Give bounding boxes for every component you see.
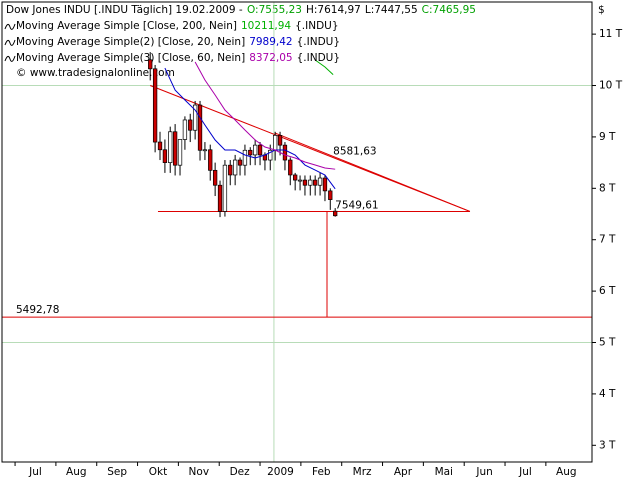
trendline <box>274 132 471 212</box>
currency: $ <box>598 4 605 16</box>
candle-body <box>202 149 208 152</box>
ma-line <box>194 61 336 170</box>
x-tick-label: Feb <box>312 466 331 478</box>
candle-body <box>188 119 193 131</box>
x-tick-label: Okt <box>149 466 167 478</box>
candle-body <box>273 135 278 151</box>
candle-body <box>248 149 253 156</box>
header-ohlc: C:7465,95 <box>422 4 476 16</box>
legend-instrument: {.INDU} <box>297 36 340 48</box>
header-title: Dow Jones INDU [.INDU Täglich] 19.02.200… <box>6 4 243 16</box>
candle-body <box>152 68 158 143</box>
candle-body <box>313 179 318 186</box>
legend-value: 8372,05 <box>249 52 292 64</box>
candle-body <box>192 104 198 131</box>
candle-body <box>172 131 178 166</box>
candle-body <box>277 135 283 146</box>
legend-name: Moving Average Simple(3) [Close, 60, Nei… <box>16 52 245 64</box>
candle-body <box>322 177 328 192</box>
candle-body <box>268 149 273 161</box>
candle-body <box>257 144 263 156</box>
ma-line <box>164 67 336 190</box>
candle-body <box>197 104 203 151</box>
header-ohlc: L:7447,55 <box>365 4 418 16</box>
candle-body <box>242 149 248 166</box>
candle-body <box>212 169 218 186</box>
ma-line <box>314 59 334 75</box>
legend-entry: Moving Average Simple [Close, 200, Nein]… <box>16 20 339 32</box>
legend-instrument: {.INDU} <box>295 20 338 32</box>
x-tick-label: Sep <box>107 466 127 478</box>
candle-body <box>302 179 308 186</box>
x-tick-label: Apr <box>394 466 413 478</box>
candle-body <box>162 149 168 163</box>
candle-body <box>182 119 188 140</box>
candle-body <box>168 131 173 163</box>
candle-body <box>317 177 323 186</box>
trendline-label: 8581,63 <box>333 145 376 157</box>
candle-body <box>148 59 153 70</box>
candle-body <box>217 184 223 212</box>
candle-body <box>237 159 243 166</box>
header-ohlc: H:7614,97 <box>306 4 361 16</box>
candle-body <box>308 179 313 186</box>
x-tick-label: Aug <box>556 466 577 478</box>
legend-entry: Moving Average Simple(2) [Close, 20, Nei… <box>16 36 340 48</box>
x-tick-label: 2009 <box>267 466 294 478</box>
y-tick-label: 10 T <box>599 80 623 92</box>
x-tick-label: Mrz <box>353 466 372 478</box>
candle-body <box>177 139 183 166</box>
candle-body <box>232 159 238 176</box>
candle-body <box>208 149 213 171</box>
candle-body <box>222 164 228 212</box>
legend-name: Moving Average Simple(2) [Close, 20, Nei… <box>16 36 245 48</box>
y-tick-label: 7 T <box>599 234 616 246</box>
y-tick-label: 11 T <box>599 28 623 40</box>
legend-instrument: {.INDU} <box>297 52 340 64</box>
header-ohlc: O:7555,23 <box>247 4 302 16</box>
candle-body <box>228 164 233 176</box>
y-tick-label: 5 T <box>599 337 616 349</box>
x-tick-label: Nov <box>189 466 210 478</box>
x-tick-label: Aug <box>66 466 87 478</box>
legend-icon <box>4 55 16 62</box>
y-tick-label: 6 T <box>599 285 616 297</box>
candle-body <box>333 210 338 217</box>
candle-body <box>252 144 258 156</box>
copyright: © www.tradesignalonline.com <box>16 67 175 79</box>
x-tick-label: Jun <box>475 466 492 478</box>
candle-body <box>293 174 298 181</box>
y-tick-label: 4 T <box>599 388 616 400</box>
level-label: 7549,61 <box>335 199 378 211</box>
candle-body <box>282 144 288 161</box>
candle-body <box>157 141 163 151</box>
header: Dow Jones INDU [.INDU Täglich] 19.02.200… <box>6 4 476 16</box>
level-label: 5492,78 <box>16 304 59 316</box>
y-tick-label: 9 T <box>599 131 616 143</box>
candle-body <box>288 159 293 176</box>
candle-body <box>328 190 333 200</box>
legend-icon <box>4 23 16 30</box>
x-tick-label: Jul <box>28 466 42 478</box>
legend-entry: Moving Average Simple(3) [Close, 60, Nei… <box>16 52 340 64</box>
legend-icon <box>4 39 16 46</box>
plot-frame <box>1 1 593 463</box>
candle-body <box>297 179 303 182</box>
x-tick-label: Mai <box>435 466 453 478</box>
x-tick-label: Jul <box>518 466 532 478</box>
legend-value: 7989,42 <box>249 36 292 48</box>
y-tick-label: 3 T <box>599 439 616 451</box>
y-tick-label: 8 T <box>599 182 616 194</box>
x-tick-label: Dez <box>230 466 251 478</box>
legend-name: Moving Average Simple [Close, 200, Nein] <box>16 20 237 32</box>
legend-value: 10211,94 <box>241 20 291 32</box>
